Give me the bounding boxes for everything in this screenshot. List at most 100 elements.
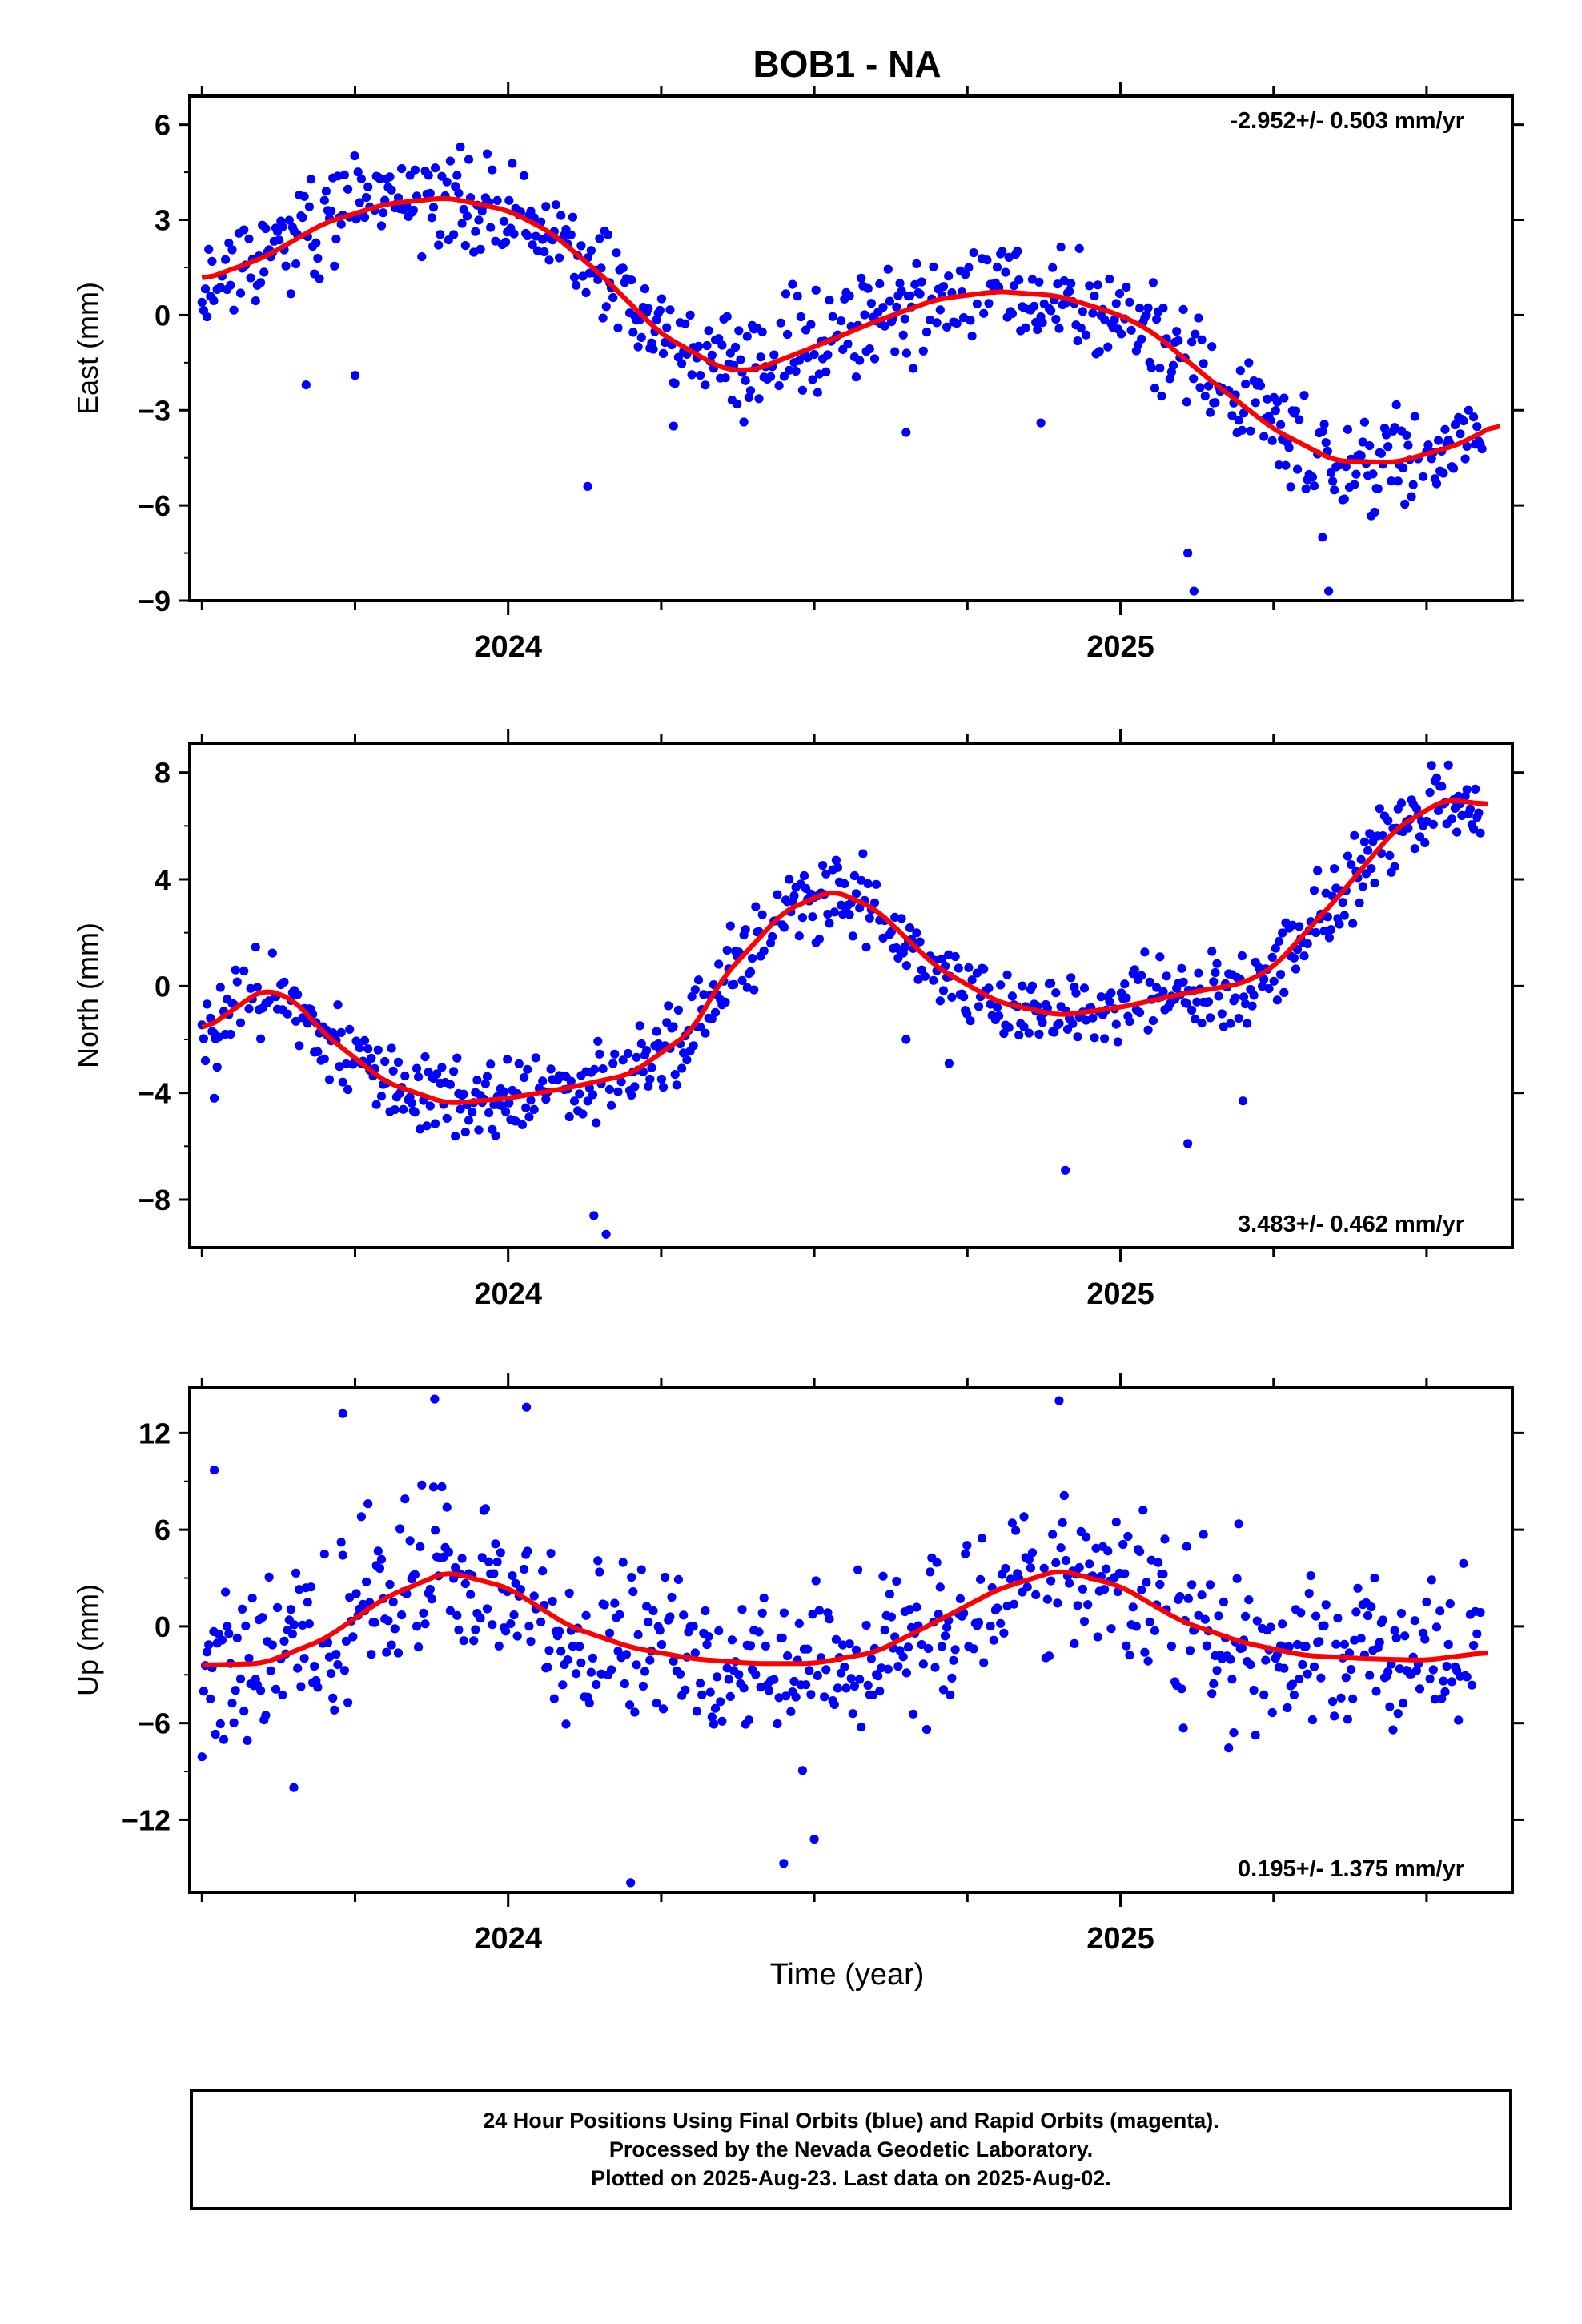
data-point [1378,1615,1387,1625]
data-point [480,1504,491,1514]
data-point [604,1628,615,1638]
data-point [1177,963,1186,973]
data-point [932,318,942,328]
data-point [890,912,900,922]
data-point [271,1684,281,1694]
data-point [1199,1530,1208,1539]
y-tick-label: 12 [139,1417,171,1449]
data-point [328,1693,338,1703]
data-point [1393,1709,1403,1719]
data-point [883,1664,893,1674]
data-point [224,238,234,248]
data-point [972,299,982,308]
data-point [1051,988,1061,998]
data-point [1120,979,1130,989]
data-point [295,1585,304,1594]
data-point [1298,1659,1307,1670]
data-point [883,264,893,274]
data-point [665,305,675,315]
data-point [351,215,361,224]
data-point [526,1096,536,1105]
data-point [885,296,894,306]
data-point [273,1602,283,1613]
data-point [944,1059,954,1068]
data-point [1431,479,1442,489]
data-point [630,1082,640,1092]
data-point [1128,1602,1138,1612]
data-point [823,910,833,919]
data-point [1379,424,1390,433]
data-point [1078,307,1087,316]
data-point [1090,1033,1099,1043]
data-point [1214,991,1223,1001]
data-point [1199,359,1208,368]
data-point [920,971,930,981]
data-point [697,1690,707,1699]
data-point [689,1622,698,1631]
data-point [794,1618,804,1628]
data-point [737,1605,747,1614]
data-point [1185,1646,1195,1655]
data-point [520,1072,529,1083]
data-point [1370,878,1379,888]
data-point [1118,1539,1128,1550]
data-point [232,977,242,987]
y-tick-label: 4 [155,863,171,896]
data-point [299,1654,309,1663]
data-point [1365,441,1375,451]
data-point [613,323,623,332]
data-point [1269,976,1279,986]
data-point [1091,1543,1101,1553]
data-point [727,1635,737,1645]
y-tick-label: −8 [138,1184,171,1216]
data-point [333,1000,343,1010]
data-point [1227,1675,1237,1684]
data-point [1358,437,1367,447]
data-point [825,919,834,928]
data-point [235,1674,246,1683]
data-point [1339,494,1349,504]
data-point [397,1610,407,1620]
data-point [913,975,923,984]
data-point [315,274,324,283]
data-point [432,1069,442,1079]
data-point [1271,943,1280,953]
data-point [471,227,480,236]
data-point [566,1076,576,1086]
data-point [356,1512,366,1522]
data-point [1287,920,1297,930]
data-point [1460,454,1470,464]
data-point [613,1087,623,1096]
data-point [1443,1639,1453,1650]
data-point [1111,1518,1121,1527]
data-point [799,870,809,881]
data-point [1435,1606,1445,1616]
data-point [1462,785,1472,794]
data-point [1318,533,1327,542]
data-point [488,165,497,175]
data-point [1407,492,1416,501]
data-point [705,1687,715,1697]
data-point [1142,1578,1151,1587]
data-point [901,348,911,358]
data-point [488,1620,497,1630]
data-point [756,352,765,362]
data-point [636,1565,646,1574]
data-point [950,951,960,962]
data-point [1471,784,1480,794]
data-point [1229,1728,1239,1738]
up-data-points [197,1394,1485,1888]
data-point [1018,981,1027,991]
data-point [1356,451,1366,460]
data-point [546,1549,556,1558]
data-point [575,1089,584,1099]
y-tick-label: −6 [138,1707,171,1740]
y-tick-label: 0 [155,299,171,332]
data-point [998,247,1007,256]
data-point [648,1606,658,1615]
data-point [1197,1590,1207,1600]
data-point [1330,864,1339,874]
data-point [367,1650,376,1659]
data-point [1439,1676,1448,1686]
data-point [226,280,235,290]
